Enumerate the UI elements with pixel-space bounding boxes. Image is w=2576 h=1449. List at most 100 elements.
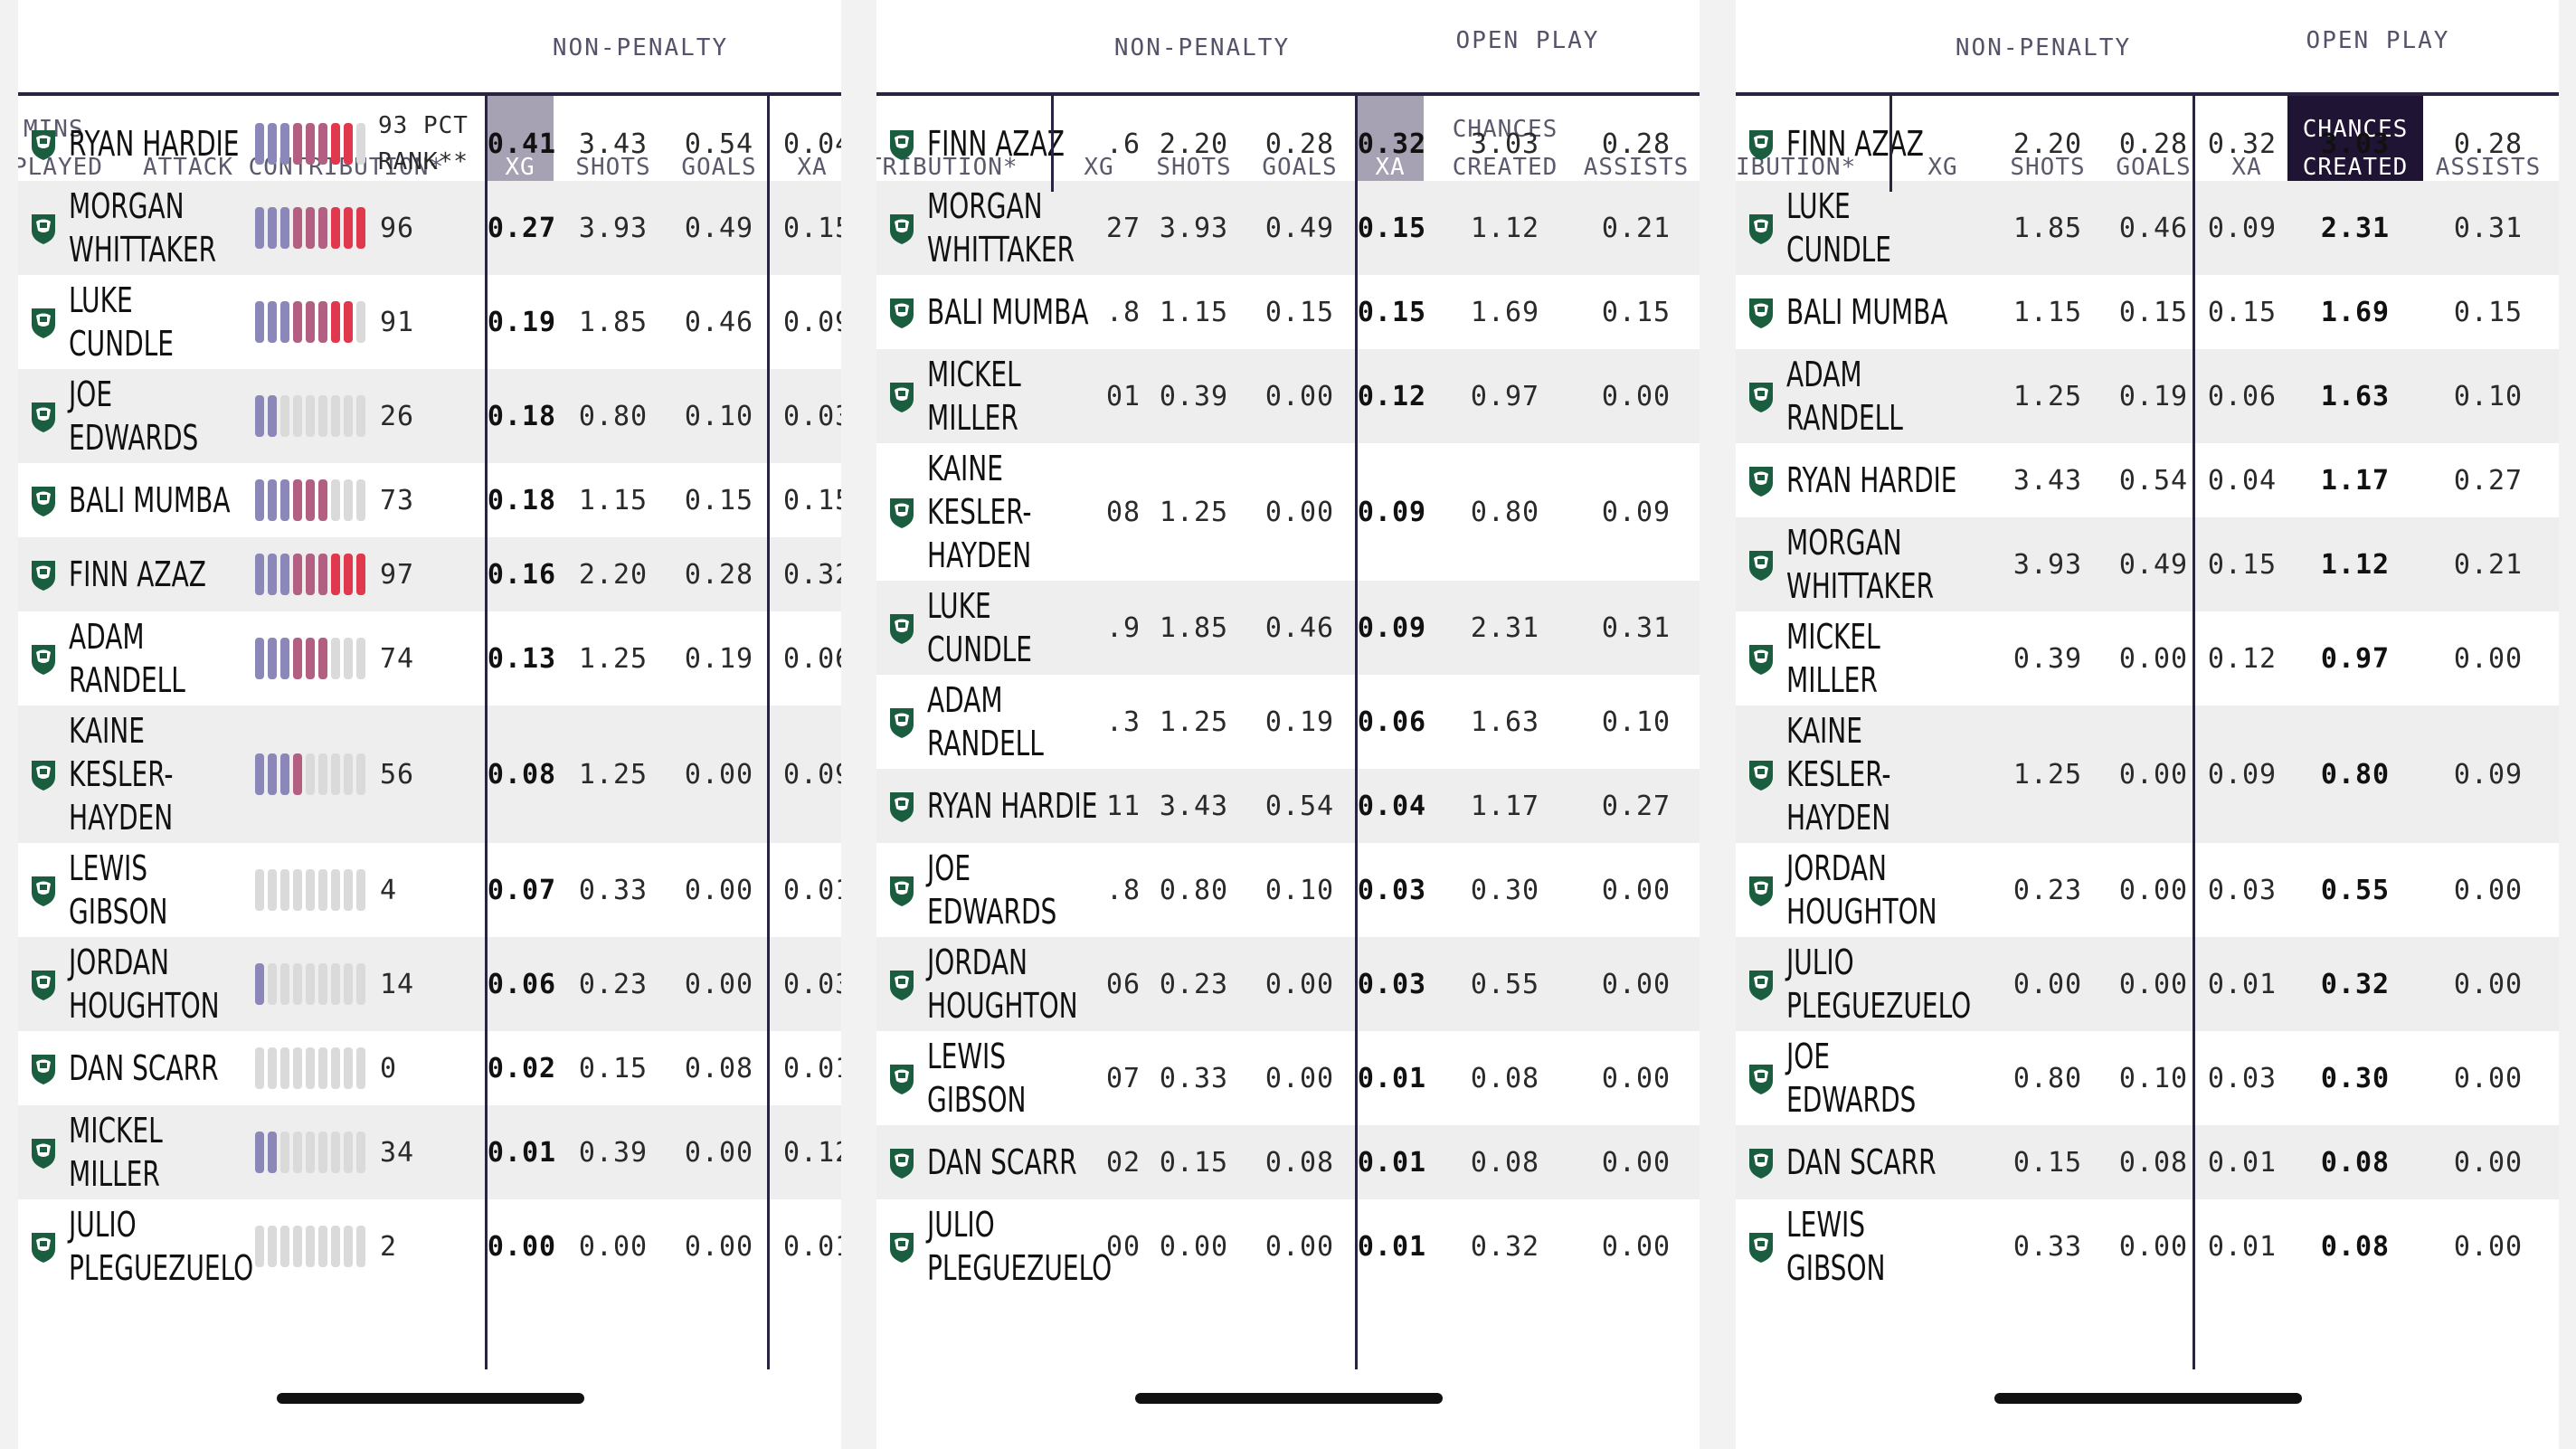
player-name[interactable]: KAINE KESLER- HAYDEN — [1786, 711, 1891, 838]
table-row[interactable]: FINN AZAZ .6 2.20 0.28 0.32 3.03 0.28 — [876, 107, 1700, 181]
player-name[interactable]: LUKE CUNDLE — [1786, 186, 1891, 270]
home-indicator[interactable] — [1994, 1393, 2302, 1404]
table-row[interactable]: LUKE CUNDLE .9 1.85 0.46 0.09 2.31 0.31 — [876, 581, 1700, 675]
col-shots[interactable]: SHOTS — [1144, 96, 1244, 192]
col-assists[interactable]: ASSISTS — [1573, 96, 1700, 192]
player-name[interactable]: MORGAN WHITTAKER — [1786, 523, 1935, 606]
table-row[interactable]: MICKEL MILLER 34 0.01 0.39 0.00 0.12 — [18, 1105, 841, 1199]
player-name[interactable]: BALI MUMBA — [1786, 292, 1948, 332]
player-name[interactable]: JOE EDWARDS — [1786, 1037, 1917, 1120]
table-row[interactable]: RYAN HARDIE 93 PCT RANK** 0.41 3.43 0.54 0.04 — [18, 107, 841, 181]
table-row[interactable]: MICKEL MILLER 01 0.39 0.00 0.12 0.97 0.00 — [876, 349, 1700, 443]
table-row[interactable]: LEWIS GIBSON 0.33 0.00 0.01 0.08 0.00 — [1736, 1199, 2559, 1293]
table-row[interactable]: MORGAN WHITTAKER 96 0.27 3.93 0.49 0.15 — [18, 181, 841, 275]
player-name[interactable]: DAN SCARR — [927, 1142, 1077, 1182]
table-row[interactable]: LEWIS GIBSON 07 0.33 0.00 0.01 0.08 0.00 — [876, 1031, 1700, 1125]
panel-attack-contribution[interactable]: NON-PENALTY MINS PLAYED ATTACK CONTRIBUT… — [18, 0, 841, 1449]
panel-open-play-xa[interactable]: NON-PENALTY OPEN PLAY TRIBUTION* XG SHOT… — [876, 0, 1700, 1449]
player-name[interactable]: LEWIS GIBSON — [1786, 1205, 1886, 1288]
table-row[interactable]: KAINE KESLER- HAYDEN 56 0.08 1.25 0.00 0.09 — [18, 706, 841, 843]
player-name[interactable]: LEWIS GIBSON — [927, 1037, 1027, 1120]
player-name[interactable]: LEWIS GIBSON — [69, 848, 168, 932]
table-row[interactable]: MICKEL MILLER 0.39 0.00 0.12 0.97 0.00 — [1736, 611, 2559, 706]
table-row[interactable]: KAINE KESLER- HAYDEN 08 1.25 0.00 0.09 0.80 0.… — [876, 443, 1700, 581]
table-row[interactable]: LUKE CUNDLE 1.85 0.46 0.09 2.31 0.31 — [1736, 181, 2559, 275]
player-name[interactable]: RYAN HARDIE — [927, 786, 1098, 826]
player-name[interactable]: JORDAN HOUGHTON — [69, 942, 220, 1026]
player-name[interactable]: LUKE CUNDLE — [927, 586, 1032, 669]
player-name[interactable]: RYAN HARDIE — [69, 124, 240, 164]
table-row[interactable]: JORDAN HOUGHTON 06 0.23 0.00 0.03 0.55 0.00 — [876, 937, 1700, 1031]
table-row[interactable]: JOE EDWARDS 0.80 0.10 0.03 0.30 0.00 — [1736, 1031, 2559, 1125]
table-row[interactable]: LUKE CUNDLE 91 0.19 1.85 0.46 0.09 — [18, 275, 841, 369]
table-row[interactable]: MORGAN WHITTAKER 3.93 0.49 0.15 1.12 0.21 — [1736, 517, 2559, 611]
col-chances-created[interactable]: CHANCES CREATED — [2287, 96, 2423, 192]
col-attack-contribution[interactable]: IBUTION* — [1736, 96, 1889, 192]
home-indicator[interactable] — [277, 1393, 584, 1404]
col-goals[interactable]: GOALS — [1245, 96, 1354, 192]
col-xa[interactable]: XA — [2206, 96, 2287, 192]
player-name[interactable]: MORGAN WHITTAKER — [69, 186, 217, 270]
player-name[interactable]: JORDAN HOUGHTON — [927, 942, 1078, 1026]
col-xa[interactable]: XA — [785, 96, 839, 192]
col-chances-created[interactable]: CHANCES CREATED — [1437, 96, 1573, 192]
player-name[interactable]: KAINE KESLER- HAYDEN — [927, 449, 1032, 575]
table-row[interactable]: FINN AZAZ 97 0.16 2.20 0.28 0.32 — [18, 537, 841, 611]
player-name[interactable]: JOE EDWARDS — [69, 374, 199, 458]
table-row[interactable]: JORDAN HOUGHTON 0.23 0.00 0.03 0.55 0.00 — [1736, 843, 2559, 937]
table-row[interactable]: RYAN HARDIE 11 3.43 0.54 0.04 1.17 0.27 — [876, 769, 1700, 843]
table-row[interactable]: FINN AZAZ 2.20 0.28 0.32 3.03 0.28 — [1736, 107, 2559, 181]
table-row[interactable]: BALI MUMBA 73 0.18 1.15 0.15 0.15 — [18, 463, 841, 537]
player-name[interactable]: MORGAN WHITTAKER — [927, 186, 1075, 270]
table-row[interactable]: ADAM RANDELL 1.25 0.19 0.06 1.63 0.10 — [1736, 349, 2559, 443]
col-xg[interactable]: XG — [1893, 96, 1993, 192]
player-name[interactable]: MICKEL MILLER — [1786, 617, 1880, 700]
player-name[interactable]: JOE EDWARDS — [927, 848, 1057, 932]
table-row[interactable]: DAN SCARR 0 0.02 0.15 0.08 0.01 — [18, 1031, 841, 1105]
player-name[interactable]: RYAN HARDIE — [1786, 460, 1957, 500]
player-name[interactable]: FINN AZAZ — [1786, 124, 1924, 164]
player-name[interactable]: MICKEL MILLER — [927, 355, 1021, 438]
table-row[interactable]: DAN SCARR 02 0.15 0.08 0.01 0.08 0.00 — [876, 1125, 1700, 1199]
col-shots[interactable]: SHOTS — [568, 96, 658, 192]
col-xg[interactable]: XG — [1054, 96, 1144, 192]
panel-open-play-chances[interactable]: NON-PENALTY OPEN PLAY IBUTION* XG SHOTS … — [1736, 0, 2559, 1449]
player-name[interactable]: JULIO PLEGUEZUELO — [927, 1205, 1113, 1288]
player-name[interactable]: KAINE KESLER- HAYDEN — [69, 711, 174, 838]
player-name[interactable]: BALI MUMBA — [927, 292, 1089, 332]
table-row[interactable]: ADAM RANDELL .3 1.25 0.19 0.06 1.63 0.10 — [876, 675, 1700, 769]
player-name[interactable]: JORDAN HOUGHTON — [1786, 848, 1937, 932]
player-name[interactable]: DAN SCARR — [69, 1048, 219, 1088]
table-row[interactable]: ADAM RANDELL 74 0.13 1.25 0.19 0.06 — [18, 611, 841, 706]
table-row[interactable]: MORGAN WHITTAKER 27 3.93 0.49 0.15 1.12 0.21 — [876, 181, 1700, 275]
col-assists[interactable]: ASSISTS — [2425, 96, 2552, 192]
player-name[interactable]: LUKE CUNDLE — [69, 280, 174, 364]
player-name[interactable]: FINN AZAZ — [927, 124, 1065, 164]
player-name[interactable]: ADAM RANDELL — [1786, 355, 1903, 438]
player-name[interactable]: ADAM RANDELL — [927, 680, 1044, 763]
table-row[interactable]: DAN SCARR 0.15 0.08 0.01 0.08 0.00 — [1736, 1125, 2559, 1199]
table-row[interactable]: JULIO PLEGUEZUELO 2 0.00 0.00 0.00 0.01 — [18, 1199, 841, 1293]
table-row[interactable]: JORDAN HOUGHTON 14 0.06 0.23 0.00 0.03 — [18, 937, 841, 1031]
player-name[interactable]: JULIO PLEGUEZUELO — [69, 1205, 254, 1288]
col-xa[interactable]: XA — [1357, 96, 1424, 192]
table-row[interactable]: JULIO PLEGUEZUELO 0.00 0.00 0.01 0.32 0.00 — [1736, 937, 2559, 1031]
player-name[interactable]: BALI MUMBA — [69, 480, 231, 520]
table-row[interactable]: LEWIS GIBSON 4 0.07 0.33 0.00 0.01 — [18, 843, 841, 937]
player-name[interactable]: FINN AZAZ — [69, 554, 206, 594]
player-name[interactable]: DAN SCARR — [1786, 1142, 1937, 1182]
col-shots[interactable]: SHOTS — [1998, 96, 2098, 192]
table-row[interactable]: BALI MUMBA .8 1.15 0.15 0.15 1.69 0.15 — [876, 275, 1700, 349]
player-name[interactable]: ADAM RANDELL — [69, 617, 185, 700]
table-row[interactable]: KAINE KESLER- HAYDEN 1.25 0.00 0.09 0.80 0.09 — [1736, 706, 2559, 843]
table-row[interactable]: JULIO PLEGUEZUELO 00 0.00 0.00 0.01 0.32 0.00 — [876, 1199, 1700, 1293]
table-row[interactable]: JOE EDWARDS .8 0.80 0.10 0.03 0.30 0.00 — [876, 843, 1700, 937]
player-name[interactable]: MICKEL MILLER — [69, 1111, 163, 1194]
col-goals[interactable]: GOALS — [2099, 96, 2208, 192]
player-name[interactable]: JULIO PLEGUEZUELO — [1786, 942, 1972, 1026]
home-indicator[interactable] — [1135, 1393, 1443, 1404]
table-row[interactable]: BALI MUMBA 1.15 0.15 0.15 1.69 0.15 — [1736, 275, 2559, 349]
table-row[interactable]: RYAN HARDIE 3.43 0.54 0.04 1.17 0.27 — [1736, 443, 2559, 517]
col-goals[interactable]: GOALS — [669, 96, 769, 192]
table-row[interactable]: JOE EDWARDS 26 0.18 0.80 0.10 0.03 — [18, 369, 841, 463]
